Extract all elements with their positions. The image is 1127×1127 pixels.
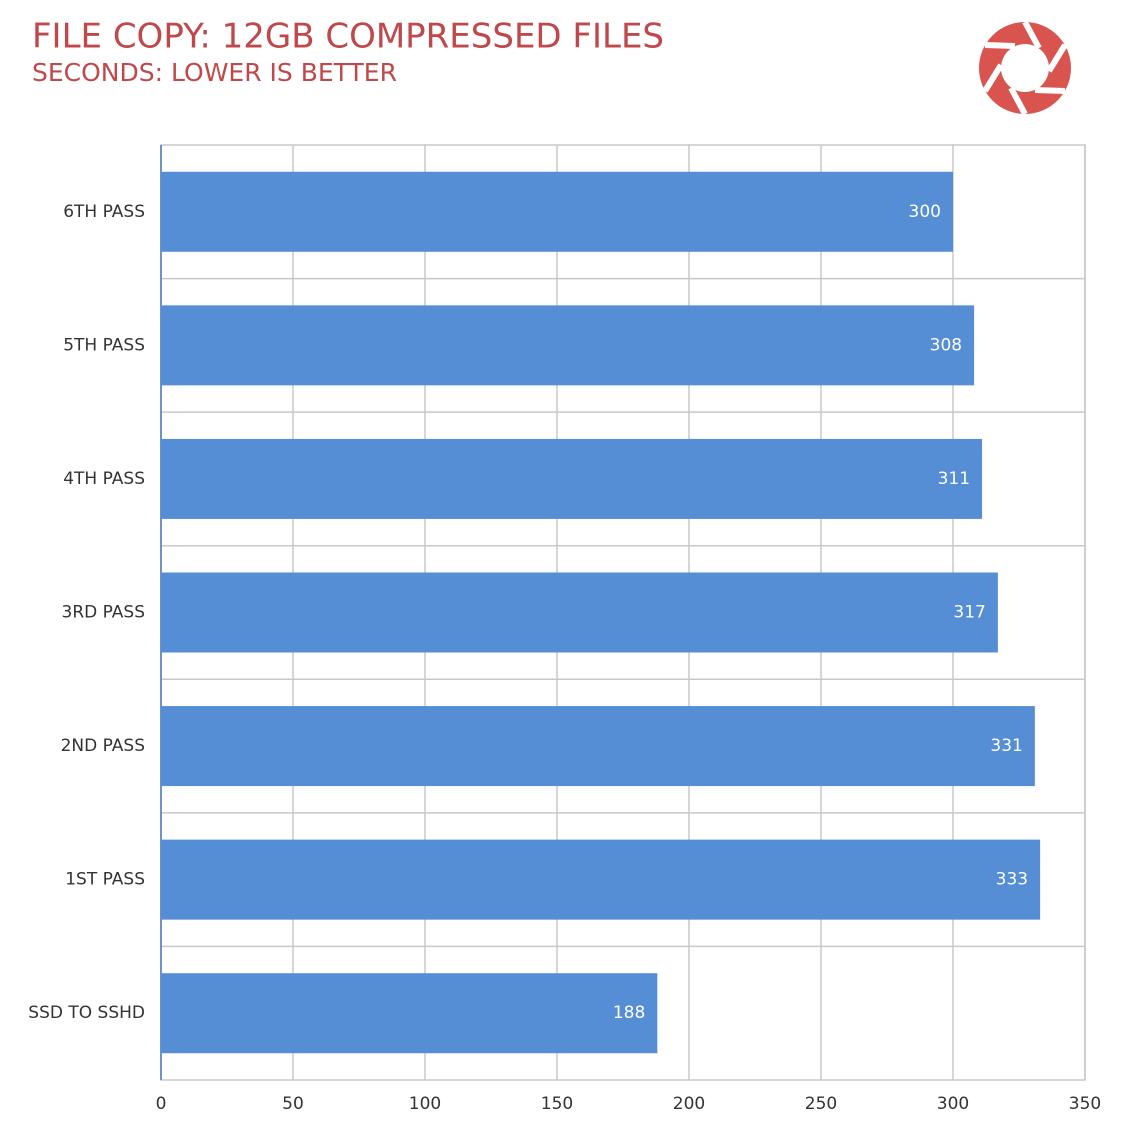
x-tick-label: 350 <box>1069 1094 1101 1114</box>
x-tick-label: 150 <box>541 1094 573 1114</box>
y-tick-label: 5TH PASS <box>63 335 145 355</box>
x-tick-label: 50 <box>282 1094 304 1114</box>
value-label: 188 <box>613 1003 645 1023</box>
y-tick-label: 3RD PASS <box>62 603 146 623</box>
bar <box>161 572 998 653</box>
y-tick-label: 4TH PASS <box>63 469 145 489</box>
x-tick-label: 300 <box>937 1094 969 1114</box>
y-tick-label: 2ND PASS <box>61 736 145 756</box>
x-tick-label: 200 <box>673 1094 705 1114</box>
bar <box>161 171 953 252</box>
bar <box>161 839 1041 920</box>
value-label: 308 <box>930 335 962 355</box>
value-label: 317 <box>953 603 985 623</box>
bar <box>161 438 983 519</box>
bar <box>161 706 1035 787</box>
chart-subtitle: SECONDS: LOWER IS BETTER <box>32 58 397 87</box>
chart-title: FILE COPY: 12GB COMPRESSED FILES <box>32 17 664 57</box>
value-label: 300 <box>909 202 941 222</box>
x-tick-label: 250 <box>805 1094 837 1114</box>
y-tick-label: 1ST PASS <box>65 870 145 890</box>
value-label: 311 <box>938 469 970 489</box>
value-label: 331 <box>990 736 1022 756</box>
y-tick-label: 6TH PASS <box>63 202 145 222</box>
value-label: 333 <box>996 870 1028 890</box>
logo-hole <box>1001 44 1049 92</box>
bar <box>161 973 658 1054</box>
logo <box>979 20 1071 116</box>
logo-blades <box>982 20 1068 116</box>
x-tick-label: 0 <box>156 1094 167 1114</box>
y-tick-label: SSD TO SSHD <box>28 1003 145 1023</box>
x-tick-label: 100 <box>409 1094 441 1114</box>
bar <box>161 305 975 386</box>
